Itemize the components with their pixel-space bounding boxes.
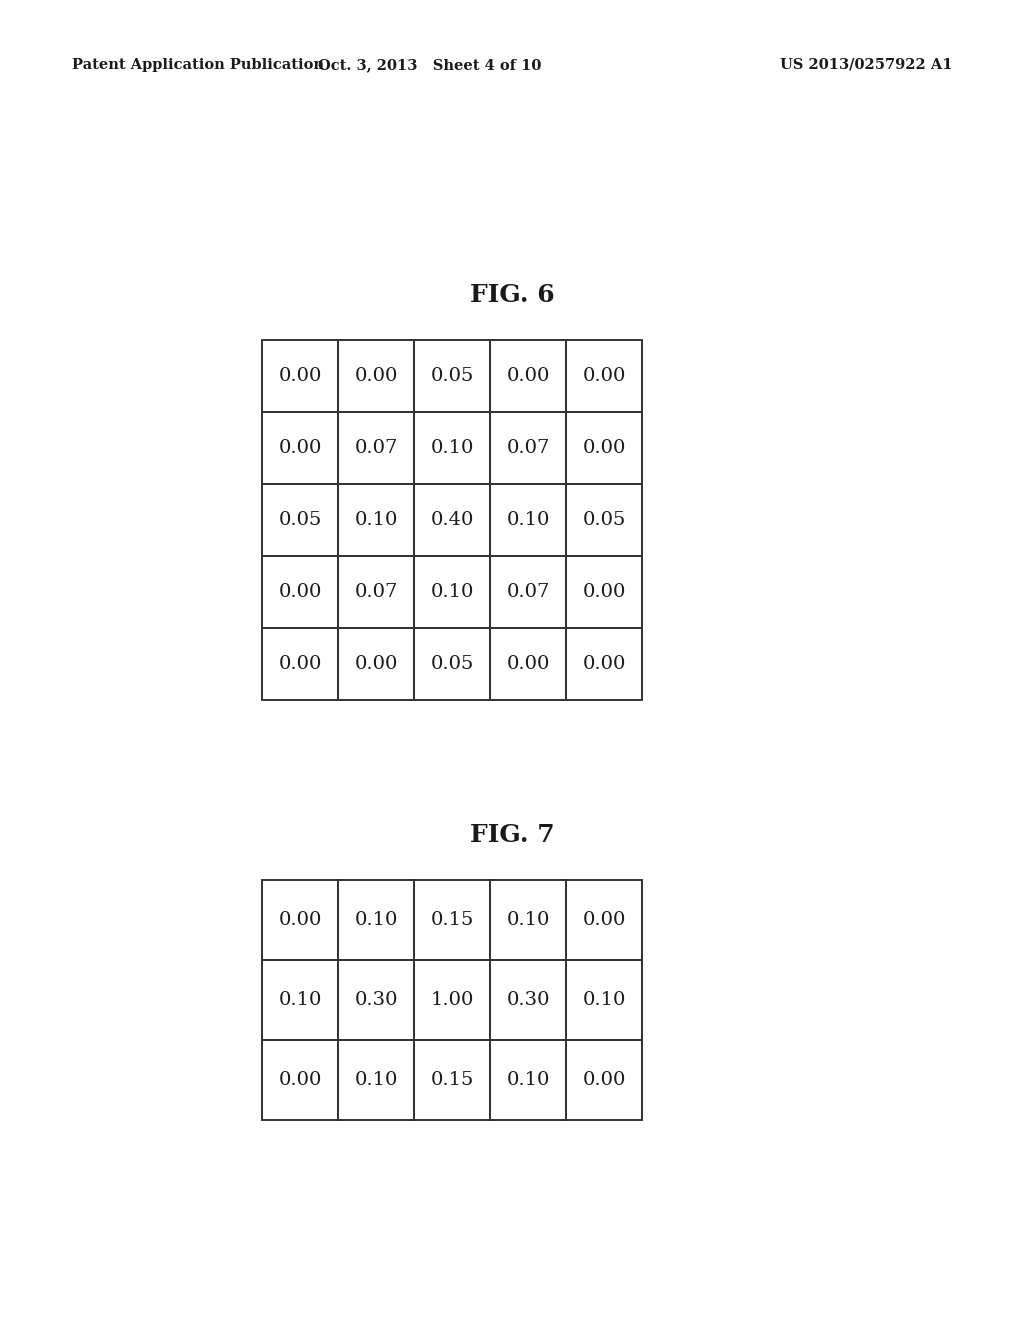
Text: FIG. 6: FIG. 6	[470, 282, 554, 308]
Text: Patent Application Publication: Patent Application Publication	[72, 58, 324, 73]
Text: 0.00: 0.00	[583, 583, 626, 601]
Text: 0.00: 0.00	[354, 655, 397, 673]
Bar	[566, 556, 642, 628]
Text: 0.05: 0.05	[583, 511, 626, 529]
Text: Oct. 3, 2013   Sheet 4 of 10: Oct. 3, 2013 Sheet 4 of 10	[318, 58, 542, 73]
Text: 0.00: 0.00	[583, 367, 626, 385]
Bar	[262, 341, 338, 412]
Bar	[338, 341, 414, 412]
Bar	[490, 960, 566, 1040]
Bar	[262, 960, 338, 1040]
Text: 0.10: 0.10	[430, 440, 474, 457]
Text: 0.30: 0.30	[354, 991, 397, 1008]
Bar	[566, 412, 642, 484]
Text: 0.00: 0.00	[583, 655, 626, 673]
Bar	[490, 556, 566, 628]
Bar	[490, 1040, 566, 1119]
Text: 0.07: 0.07	[506, 440, 550, 457]
Bar	[566, 341, 642, 412]
Text: 0.05: 0.05	[430, 655, 474, 673]
Text: 0.07: 0.07	[506, 583, 550, 601]
Text: 0.10: 0.10	[506, 511, 550, 529]
Bar	[414, 484, 490, 556]
Text: 1.00: 1.00	[430, 991, 474, 1008]
Bar	[338, 880, 414, 960]
Text: 0.00: 0.00	[583, 1071, 626, 1089]
Text: 0.10: 0.10	[354, 911, 397, 929]
Text: 0.05: 0.05	[430, 367, 474, 385]
Bar	[566, 484, 642, 556]
Text: 0.10: 0.10	[354, 1071, 397, 1089]
Bar	[414, 556, 490, 628]
Text: 0.10: 0.10	[430, 583, 474, 601]
Bar	[490, 628, 566, 700]
Bar	[414, 412, 490, 484]
Bar	[338, 628, 414, 700]
Bar	[566, 1040, 642, 1119]
Bar	[338, 484, 414, 556]
Bar	[490, 341, 566, 412]
Bar	[490, 484, 566, 556]
Text: 0.15: 0.15	[430, 1071, 474, 1089]
Text: 0.07: 0.07	[354, 440, 397, 457]
Bar	[262, 880, 338, 960]
Text: 0.00: 0.00	[279, 655, 322, 673]
Bar	[490, 412, 566, 484]
Text: 0.40: 0.40	[430, 511, 474, 529]
Bar	[566, 628, 642, 700]
Text: US 2013/0257922 A1: US 2013/0257922 A1	[779, 58, 952, 73]
Bar	[338, 556, 414, 628]
Text: 0.00: 0.00	[279, 367, 322, 385]
Text: 0.30: 0.30	[506, 991, 550, 1008]
Text: 0.00: 0.00	[279, 911, 322, 929]
Bar	[414, 1040, 490, 1119]
Text: 0.05: 0.05	[279, 511, 322, 529]
Bar	[262, 628, 338, 700]
Bar	[262, 412, 338, 484]
Text: FIG. 7: FIG. 7	[470, 822, 554, 847]
Bar	[414, 628, 490, 700]
Bar	[338, 412, 414, 484]
Bar	[566, 880, 642, 960]
Text: 0.07: 0.07	[354, 583, 397, 601]
Bar	[414, 341, 490, 412]
Bar	[262, 1040, 338, 1119]
Text: 0.00: 0.00	[506, 655, 550, 673]
Text: 0.00: 0.00	[506, 367, 550, 385]
Text: 0.10: 0.10	[506, 1071, 550, 1089]
Bar	[490, 880, 566, 960]
Text: 0.10: 0.10	[583, 991, 626, 1008]
Bar	[262, 484, 338, 556]
Text: 0.15: 0.15	[430, 911, 474, 929]
Text: 0.10: 0.10	[279, 991, 322, 1008]
Bar	[414, 880, 490, 960]
Bar	[566, 960, 642, 1040]
Text: 0.00: 0.00	[279, 1071, 322, 1089]
Text: 0.00: 0.00	[354, 367, 397, 385]
Text: 0.00: 0.00	[279, 440, 322, 457]
Bar	[414, 960, 490, 1040]
Bar	[338, 1040, 414, 1119]
Text: 0.00: 0.00	[583, 911, 626, 929]
Text: 0.10: 0.10	[354, 511, 397, 529]
Bar	[338, 960, 414, 1040]
Text: 0.10: 0.10	[506, 911, 550, 929]
Bar	[262, 556, 338, 628]
Text: 0.00: 0.00	[583, 440, 626, 457]
Text: 0.00: 0.00	[279, 583, 322, 601]
